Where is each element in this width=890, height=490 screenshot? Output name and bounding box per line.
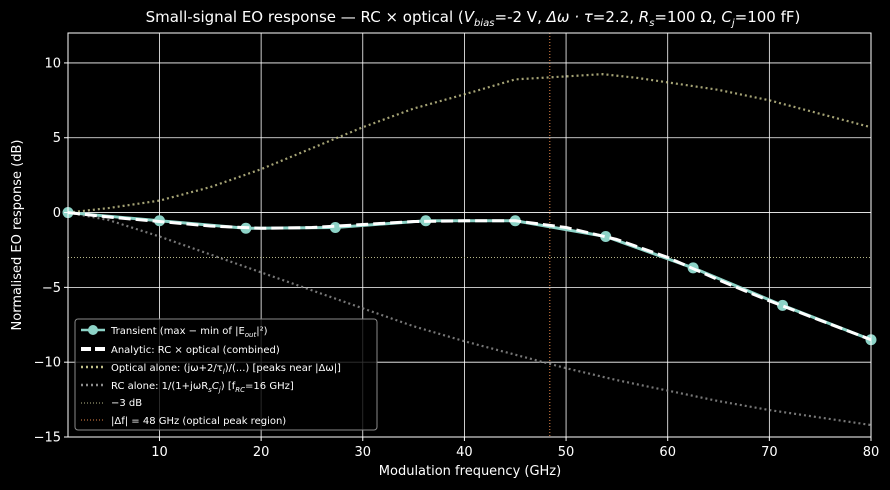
- y-tick-label: 0: [53, 206, 61, 221]
- x-tick-label: 30: [354, 445, 371, 460]
- x-tick-label: 20: [253, 445, 270, 460]
- legend-marker-transient: [88, 325, 98, 335]
- y-tick-label: 10: [44, 56, 61, 71]
- legend-label-optical: Optical alone: (jω+2/τl)/(...) [peaks ne…: [111, 363, 341, 376]
- legend-box: [74, 318, 378, 431]
- legend: Transient (max − min of |Eout|²) Analyti…: [74, 318, 378, 431]
- reference-lines: [68, 33, 871, 437]
- x-tick-label: 60: [659, 445, 676, 460]
- x-tick-label: 70: [761, 445, 778, 460]
- series-line-analytic: [67, 211, 872, 342]
- series-line-optical: [67, 73, 872, 214]
- transient-point: [777, 299, 789, 311]
- legend-label-peak: |Δf| = 48 GHz (optical peak region): [111, 416, 286, 427]
- legend-label-rc: RC alone: 1/(1+jωRsCj) [fRC=16 GHz]: [111, 381, 294, 394]
- transient-point: [600, 230, 612, 242]
- series-lines: [62, 73, 877, 427]
- y-tick-label: −15: [34, 431, 61, 446]
- x-ticks: 10 20 30 40 50 60 70 80: [151, 437, 879, 460]
- chart-title: Small-signal EO response — RC × optical …: [146, 8, 801, 29]
- transient-point: [329, 222, 341, 234]
- x-tick-label: 50: [558, 445, 575, 460]
- legend-label-analytic: Analytic: RC × optical (combined): [111, 345, 280, 356]
- y-tick-label: 5: [53, 131, 61, 146]
- y-ticks: 10 5 0 −5 −10 −15: [34, 56, 68, 446]
- series-line-rc: [67, 211, 872, 427]
- y-tick-label: −5: [42, 281, 61, 296]
- x-axis-label: Modulation frequency (GHz): [379, 464, 561, 479]
- y-tick-label: −10: [34, 356, 61, 371]
- plot-frame: [67, 32, 872, 438]
- y-axis-label: Normalised EO response (dB): [10, 140, 25, 331]
- legend-label-transient: Transient (max − min of |Eout|²): [110, 326, 268, 339]
- x-tick-label: 40: [456, 445, 473, 460]
- legend-label-3db: −3 dB: [111, 398, 142, 409]
- x-tick-label: 80: [863, 445, 880, 460]
- x-tick-label: 10: [151, 445, 168, 460]
